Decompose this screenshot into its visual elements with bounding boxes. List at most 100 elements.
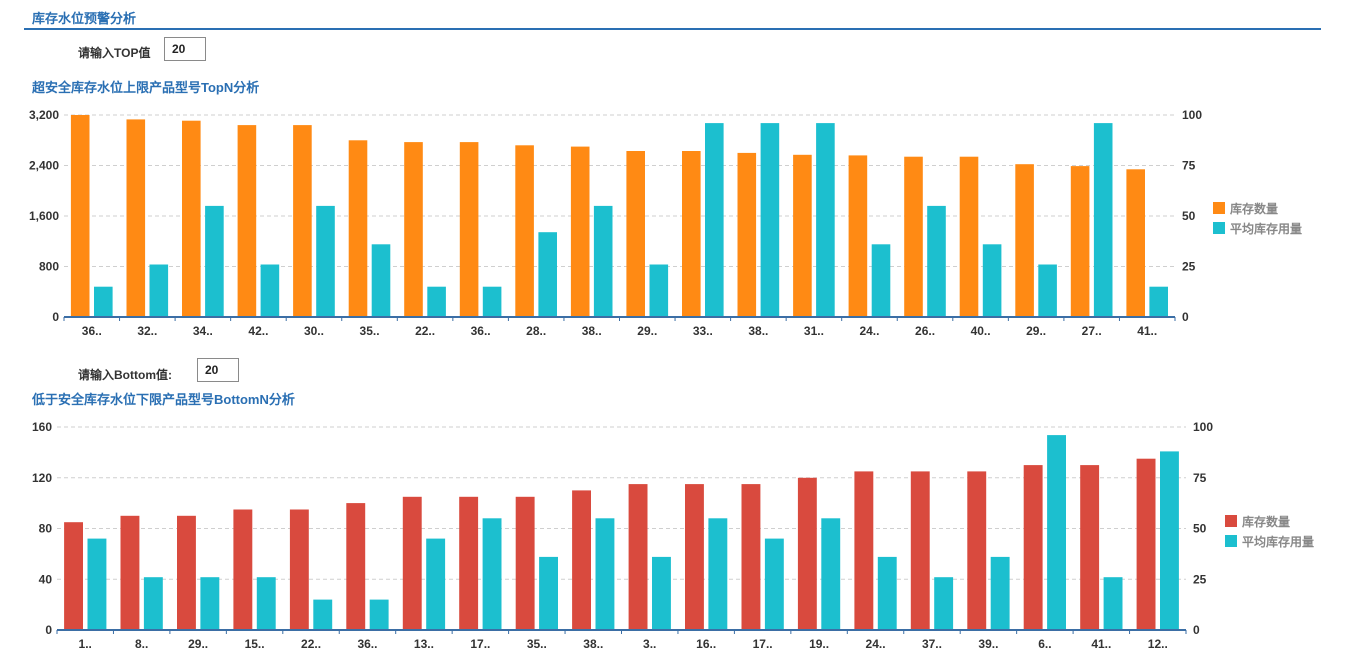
bar-stock-qty[interactable] [402, 496, 422, 630]
x-tick-label: 29.. [188, 637, 208, 651]
bar-avg-usage[interactable] [149, 264, 169, 318]
bar-avg-usage[interactable] [427, 286, 446, 317]
bar-stock-qty[interactable] [126, 119, 146, 318]
bar-avg-usage[interactable] [708, 518, 728, 630]
bar-stock-qty[interactable] [404, 142, 423, 317]
bar-avg-usage[interactable] [482, 286, 502, 317]
legend-label[interactable]: 库存数量 [1242, 514, 1290, 529]
bar-avg-usage[interactable] [143, 577, 163, 630]
bar-avg-usage[interactable] [982, 244, 1002, 317]
bar-stock-qty[interactable] [682, 151, 701, 317]
bottom-value-input[interactable] [197, 358, 239, 382]
bar-stock-qty[interactable] [182, 120, 201, 317]
bar-avg-usage[interactable] [260, 264, 280, 318]
bar-avg-usage[interactable] [821, 518, 841, 630]
bar-stock-qty[interactable] [741, 484, 761, 630]
bar-stock-qty[interactable] [848, 155, 868, 317]
bar-stock-qty[interactable] [626, 151, 645, 317]
bar-avg-usage[interactable] [426, 538, 446, 630]
x-tick-label: 35.. [360, 324, 380, 338]
bar-stock-qty[interactable] [1080, 465, 1100, 630]
bar-stock-qty[interactable] [233, 509, 253, 631]
bar-stock-qty[interactable] [737, 152, 757, 317]
bar-avg-usage[interactable] [1038, 264, 1057, 318]
bar-stock-qty[interactable] [1070, 166, 1090, 317]
legend-label[interactable]: 库存数量 [1230, 201, 1278, 216]
bar-stock-qty[interactable] [289, 509, 309, 631]
bar-avg-usage[interactable] [87, 538, 107, 630]
bar-stock-qty[interactable] [177, 515, 196, 630]
bar-avg-usage[interactable] [1093, 123, 1113, 317]
top-value-input[interactable] [164, 37, 206, 61]
bar-avg-usage[interactable] [205, 205, 224, 317]
bar-stock-qty[interactable] [64, 522, 83, 630]
bar-stock-qty[interactable] [346, 503, 366, 630]
bar-stock-qty[interactable] [685, 484, 704, 630]
bar-stock-qty[interactable] [1126, 169, 1145, 317]
y-left-tick-label: 800 [39, 260, 59, 274]
bar-avg-usage[interactable] [539, 556, 558, 630]
bar-avg-usage[interactable] [1047, 435, 1066, 630]
bar-stock-qty[interactable] [967, 471, 987, 630]
bar-stock-qty[interactable] [459, 142, 479, 317]
bar-stock-qty[interactable] [515, 496, 535, 630]
bar-avg-usage[interactable] [990, 556, 1010, 630]
bar-stock-qty[interactable] [70, 115, 90, 317]
bar-stock-qty[interactable] [854, 471, 874, 630]
top-value-label: 请输入TOP值 [78, 46, 151, 60]
bar-avg-usage[interactable] [94, 286, 113, 317]
bar-avg-usage[interactable] [593, 205, 613, 317]
bar-avg-usage[interactable] [200, 577, 220, 630]
bar-stock-qty[interactable] [910, 471, 930, 630]
x-tick-label: 38.. [748, 324, 768, 338]
x-tick-label: 3.. [643, 637, 656, 651]
bottom-chart-title: 低于安全库存水位下限产品型号BottomN分析 [32, 392, 295, 407]
x-tick-label: 1.. [79, 637, 92, 651]
bar-avg-usage[interactable] [934, 577, 954, 630]
bar-stock-qty[interactable] [793, 154, 812, 317]
y-left-tick-label: 1,600 [29, 209, 59, 223]
bar-stock-qty[interactable] [904, 156, 923, 317]
bar-avg-usage[interactable] [595, 518, 615, 630]
x-tick-label: 15.. [245, 637, 265, 651]
bar-avg-usage[interactable] [1149, 286, 1168, 317]
bar-stock-qty[interactable] [797, 477, 817, 631]
bar-avg-usage[interactable] [1160, 451, 1179, 630]
x-tick-label: 38.. [582, 324, 602, 338]
bar-avg-usage[interactable] [871, 244, 891, 317]
x-tick-label: 29.. [1026, 324, 1046, 338]
bar-avg-usage[interactable] [313, 599, 333, 630]
bar-avg-usage[interactable] [369, 599, 389, 630]
bar-avg-usage[interactable] [371, 244, 391, 317]
bar-stock-qty[interactable] [237, 125, 257, 317]
bar-stock-qty[interactable] [572, 490, 591, 630]
bar-stock-qty[interactable] [1136, 458, 1156, 630]
bar-stock-qty[interactable] [628, 484, 648, 630]
bar-avg-usage[interactable] [538, 232, 557, 317]
bar-stock-qty[interactable] [120, 515, 140, 630]
bar-avg-usage[interactable] [482, 518, 502, 630]
bar-avg-usage[interactable] [927, 205, 946, 317]
bar-avg-usage[interactable] [816, 123, 835, 317]
bar-avg-usage[interactable] [1103, 577, 1123, 630]
legend-label[interactable]: 平均库存用量 [1242, 534, 1314, 549]
bar-stock-qty[interactable] [959, 156, 979, 317]
y-left-tick-label: 3,200 [29, 108, 59, 122]
bar-avg-usage[interactable] [877, 556, 897, 630]
bar-avg-usage[interactable] [649, 264, 669, 318]
bar-avg-usage[interactable] [760, 123, 780, 317]
bar-stock-qty[interactable] [293, 125, 312, 317]
bar-stock-qty[interactable] [570, 146, 590, 317]
bar-stock-qty[interactable] [348, 140, 368, 318]
bar-avg-usage[interactable] [256, 577, 276, 630]
bar-stock-qty[interactable] [515, 145, 534, 317]
bar-stock-qty[interactable] [459, 496, 479, 630]
bar-stock-qty[interactable] [1015, 164, 1034, 317]
bar-avg-usage[interactable] [705, 123, 724, 317]
bar-avg-usage[interactable] [652, 556, 671, 630]
legend-label[interactable]: 平均库存用量 [1230, 221, 1302, 236]
title-divider [24, 28, 1321, 30]
bar-stock-qty[interactable] [1023, 465, 1043, 630]
bar-avg-usage[interactable] [316, 205, 335, 317]
bar-avg-usage[interactable] [764, 538, 784, 630]
